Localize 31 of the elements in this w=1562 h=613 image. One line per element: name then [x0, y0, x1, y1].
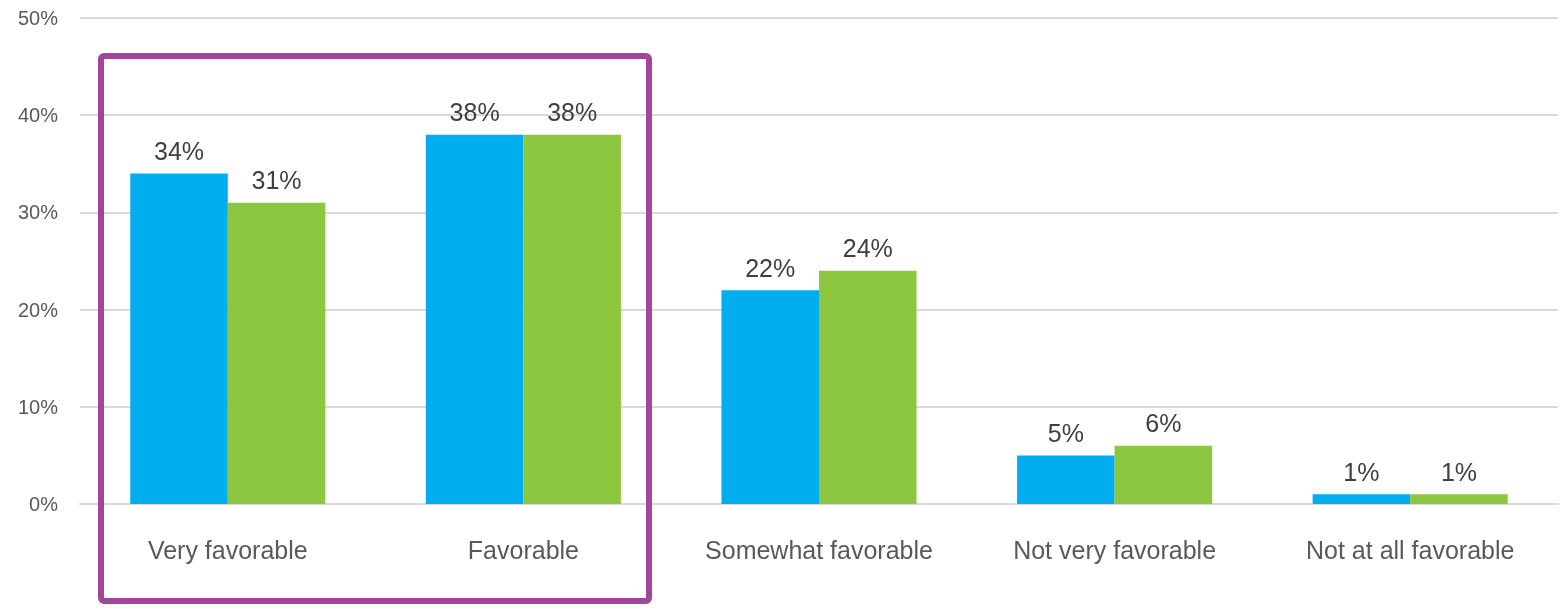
- bar: [1114, 445, 1213, 504]
- x-tick-label: Favorable: [467, 536, 579, 564]
- data-label: 6%: [1145, 409, 1182, 438]
- data-label: 5%: [1047, 418, 1084, 447]
- bar: [425, 134, 524, 504]
- data-label: 34%: [154, 137, 205, 166]
- data-label: 38%: [449, 98, 500, 127]
- y-tick-label: 20%: [17, 298, 59, 321]
- data-label: 1%: [1440, 457, 1478, 486]
- bar: [819, 270, 917, 504]
- data-label: 1%: [1343, 457, 1380, 486]
- bar: [227, 202, 326, 504]
- bar: [130, 173, 228, 504]
- y-tick-label: 0%: [29, 493, 59, 515]
- y-tick-label: 40%: [17, 104, 59, 127]
- x-tick-label: Not at all favorable: [1305, 536, 1515, 564]
- x-tick-label: Somewhat favorable: [705, 536, 933, 564]
- x-tick-label: Very favorable: [147, 536, 308, 564]
- y-tick-label: 10%: [17, 395, 59, 418]
- y-tick-label: 50%: [17, 7, 59, 29]
- bar: [523, 134, 621, 504]
- bar: [1017, 455, 1115, 504]
- x-tick-label: Not very favorable: [1013, 536, 1217, 564]
- data-label: 31%: [251, 166, 302, 195]
- bar: [1410, 494, 1508, 504]
- data-label: 22%: [745, 253, 796, 282]
- y-tick-label: 30%: [17, 201, 59, 224]
- bar: [721, 290, 819, 504]
- data-label: 24%: [842, 234, 893, 263]
- bar: [1312, 494, 1411, 504]
- data-label: 38%: [547, 98, 598, 127]
